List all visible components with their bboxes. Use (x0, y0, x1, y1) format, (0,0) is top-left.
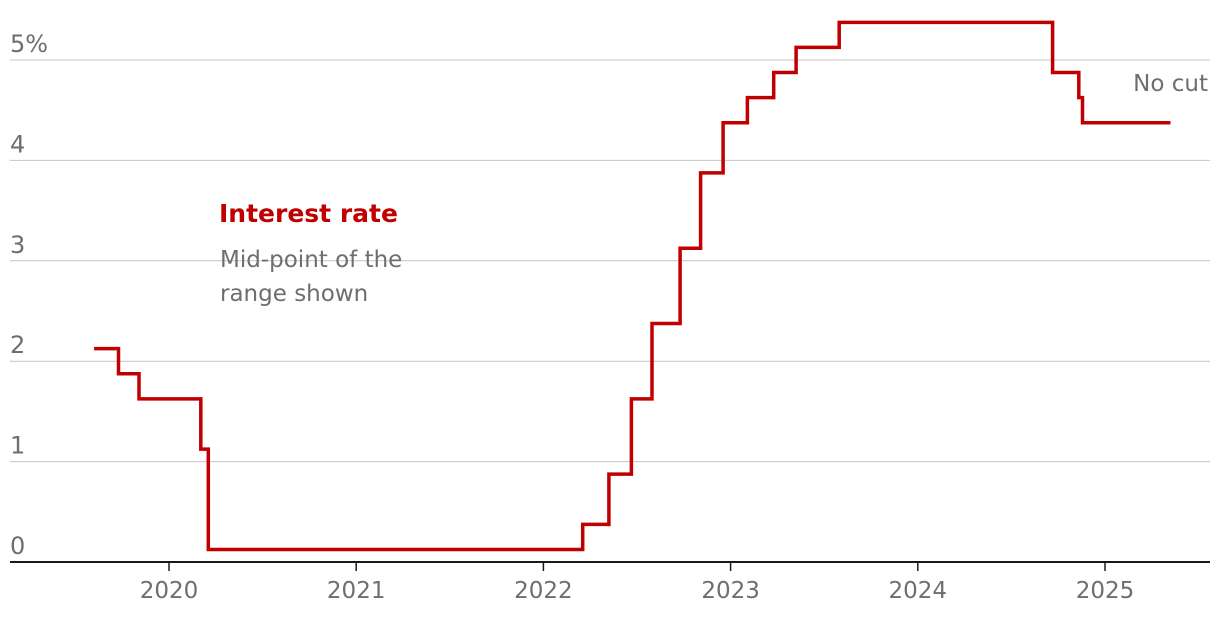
no-cut-annotation: No cut (1133, 71, 1208, 97)
y-tick-label-1: 1 (10, 432, 25, 460)
series-label-title: Interest rate (219, 199, 398, 228)
y-tick-label-0: 0 (10, 532, 25, 560)
x-tick-label-2023: 2023 (701, 578, 760, 604)
y-tick-label-3: 3 (10, 231, 25, 259)
x-tick-label-2021: 2021 (327, 578, 386, 604)
x-axis-ticks: 2020 2021 2022 2023 2024 2025 (140, 562, 1135, 604)
y-tick-label-5: 5% (10, 30, 48, 58)
y-tick-label-4: 4 (10, 130, 25, 158)
series-label-subtitle-line1: Mid-point of the (220, 247, 402, 273)
y-tick-label-2: 2 (10, 331, 25, 359)
x-tick-label-2024: 2024 (889, 578, 948, 604)
series-layer (94, 20, 1171, 552)
x-tick-label-2025: 2025 (1076, 578, 1135, 604)
x-tick-label-2020: 2020 (140, 578, 199, 604)
y-axis-ticks: 0 1 2 3 4 5% (10, 30, 48, 560)
x-tick-label-2022: 2022 (514, 578, 573, 604)
interest-rate-series-line (94, 20, 1171, 552)
series-label-subtitle-line2: range shown (220, 281, 368, 307)
